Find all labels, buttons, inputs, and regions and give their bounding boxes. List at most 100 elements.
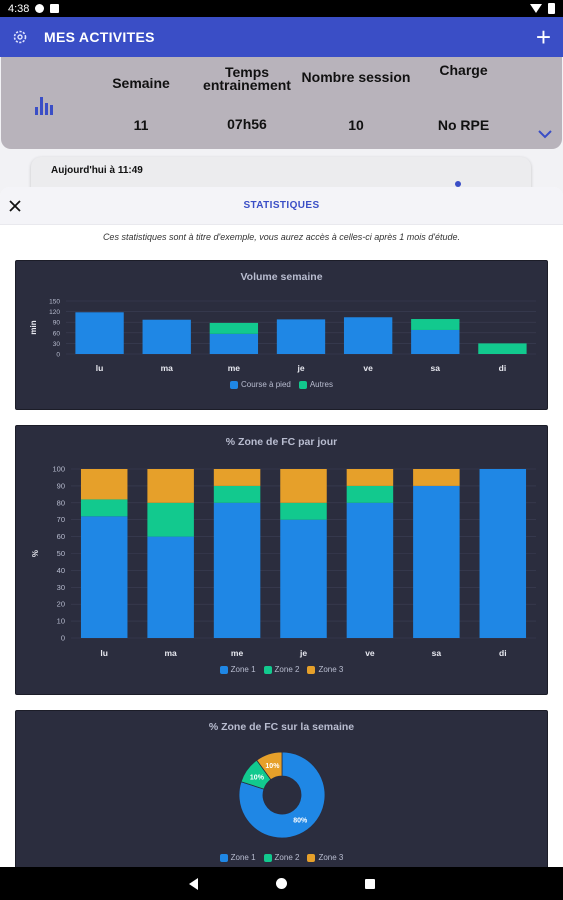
bar-segment xyxy=(147,502,194,537)
chart-legend: Course à pied Autres xyxy=(16,380,547,389)
chart-volume-svg: 0 30 60 90 120 150 min lu ma me je ve sa di xyxy=(29,299,536,373)
legend-item: Autres xyxy=(298,380,333,389)
slice-label: 10% xyxy=(250,774,265,781)
x-tick-label: lu xyxy=(96,363,104,373)
bar-segment xyxy=(80,499,128,517)
x-tick-label: me xyxy=(231,648,244,658)
bar-segment xyxy=(280,519,327,638)
y-tick-label: 100 xyxy=(52,465,65,474)
sheet-note: Ces statistiques sont à titre d'exemple,… xyxy=(102,232,461,242)
bar-segment xyxy=(343,317,393,354)
weekly-summary: Semaine 11 Temps entrainement 07h56 Nomb… xyxy=(1,57,562,149)
chart-hr-zone-week-svg: 80% 10%10% xyxy=(238,751,326,839)
summary-training-time-value: 07h56 xyxy=(227,116,267,132)
legend-label: Zone 2 xyxy=(274,853,300,862)
legend-label: Course à pied xyxy=(241,380,291,389)
summary-week: Semaine 11 xyxy=(101,75,181,133)
legend-item: Zone 2 xyxy=(263,665,300,674)
legend-item: Zone 1 xyxy=(219,853,256,862)
legend-swatch xyxy=(298,380,307,389)
add-button[interactable]: + xyxy=(535,22,551,52)
back-icon[interactable] xyxy=(188,877,198,890)
bar-segment xyxy=(75,312,124,354)
bar-segment xyxy=(142,319,191,354)
x-tick-label: sa xyxy=(432,648,442,658)
bar-segment xyxy=(209,333,259,354)
legend-label: Zone 1 xyxy=(230,853,256,862)
chart-volume-week: Volume semaine 0 30 60 90 120 150 min lu ma me je v… xyxy=(15,260,548,410)
bar-chart-icon[interactable] xyxy=(35,93,55,115)
legend-item: Zone 3 xyxy=(307,853,343,862)
bar-segment xyxy=(213,502,261,638)
x-tick-label: di xyxy=(499,648,507,658)
bar-segment xyxy=(80,516,128,638)
bar-segment xyxy=(280,502,327,520)
page-title: MES ACTIVITES xyxy=(44,29,155,45)
y-tick-label: 50 xyxy=(57,549,65,558)
bar-segment xyxy=(479,469,527,638)
summary-sessions-value: 10 xyxy=(348,117,364,133)
bar-segment xyxy=(147,469,194,503)
gear-icon[interactable] xyxy=(12,29,28,45)
wifi-icon xyxy=(530,4,542,13)
y-tick-label: 70 xyxy=(57,515,65,524)
chevron-down-icon[interactable] xyxy=(538,129,552,139)
bar-segment xyxy=(411,319,460,330)
bar-segment xyxy=(276,319,326,354)
legend-item: Zone 2 xyxy=(263,853,300,862)
chart-hr-zone-day-svg: 0 10 20 30 40 50 60 70 80 90 100% lu ma me je ve sa di xyxy=(31,465,536,658)
bar-segment xyxy=(346,485,394,503)
x-tick-label: sa xyxy=(431,363,441,373)
close-icon[interactable] xyxy=(8,199,22,213)
x-tick-label: ve xyxy=(365,648,375,658)
bar-segment xyxy=(280,469,327,503)
y-tick-label: 90 xyxy=(57,481,65,490)
bar-segment xyxy=(413,469,460,486)
y-tick-label: 10 xyxy=(57,617,65,626)
activity-indicator xyxy=(455,181,461,187)
x-tick-label: ve xyxy=(363,363,373,373)
legend-swatch xyxy=(219,853,228,862)
chart-legend: Zone 1 Zone 2 Zone 3 xyxy=(16,665,547,674)
bar-segment xyxy=(147,536,194,638)
x-tick-label: lu xyxy=(100,648,108,658)
slice-label: 10% xyxy=(265,763,280,770)
y-tick-label: 30 xyxy=(53,341,61,348)
slice-label: 80% xyxy=(293,818,308,825)
y-tick-label: 30 xyxy=(57,583,65,592)
summary-sessions: Nombre session 10 xyxy=(301,70,411,133)
summary-week-label: Semaine xyxy=(112,75,170,91)
y-tick-label: 90 xyxy=(53,320,61,327)
x-tick-label: je xyxy=(296,363,304,373)
summary-training-time-label: Temps entrainement xyxy=(203,64,291,93)
chart-hr-zone-week: % Zone de FC sur la semaine 80% 10% 10% Zo… xyxy=(15,710,548,870)
bar-segment xyxy=(411,329,460,354)
recents-icon[interactable] xyxy=(364,878,375,889)
pie-slice xyxy=(256,751,283,781)
x-tick-label: me xyxy=(228,363,241,373)
y-tick-label: 40 xyxy=(57,566,65,575)
y-tick-label: 0 xyxy=(61,634,65,643)
bar-segment xyxy=(213,485,261,503)
legend-item: Zone 3 xyxy=(307,665,343,674)
bar-segment xyxy=(213,469,261,486)
bar-segment xyxy=(80,469,128,500)
legend-item: Course à pied xyxy=(230,380,291,389)
legend-swatch xyxy=(230,380,239,389)
system-nav-bar xyxy=(0,867,563,900)
summary-load: Charge No RPE xyxy=(421,62,506,133)
x-tick-label: je xyxy=(299,648,307,658)
sim-icon xyxy=(50,4,60,13)
legend-swatch xyxy=(263,665,272,674)
summary-week-value: 11 xyxy=(133,117,149,133)
app-bar: MES ACTIVITES + xyxy=(0,17,563,57)
x-tick-label: ma xyxy=(164,648,177,658)
y-tick-label: 80 xyxy=(57,498,65,507)
legend-swatch xyxy=(263,853,272,862)
legend-label: Zone 2 xyxy=(274,665,300,674)
summary-load-label: Charge xyxy=(439,62,488,78)
status-time: 4:38 xyxy=(8,2,30,15)
chart-hr-zone-day: % Zone de FC par jour 0 10 20 30 40 50 60 70 80 9… xyxy=(15,425,548,695)
home-icon[interactable] xyxy=(275,878,287,889)
y-axis-label: % xyxy=(31,550,40,557)
